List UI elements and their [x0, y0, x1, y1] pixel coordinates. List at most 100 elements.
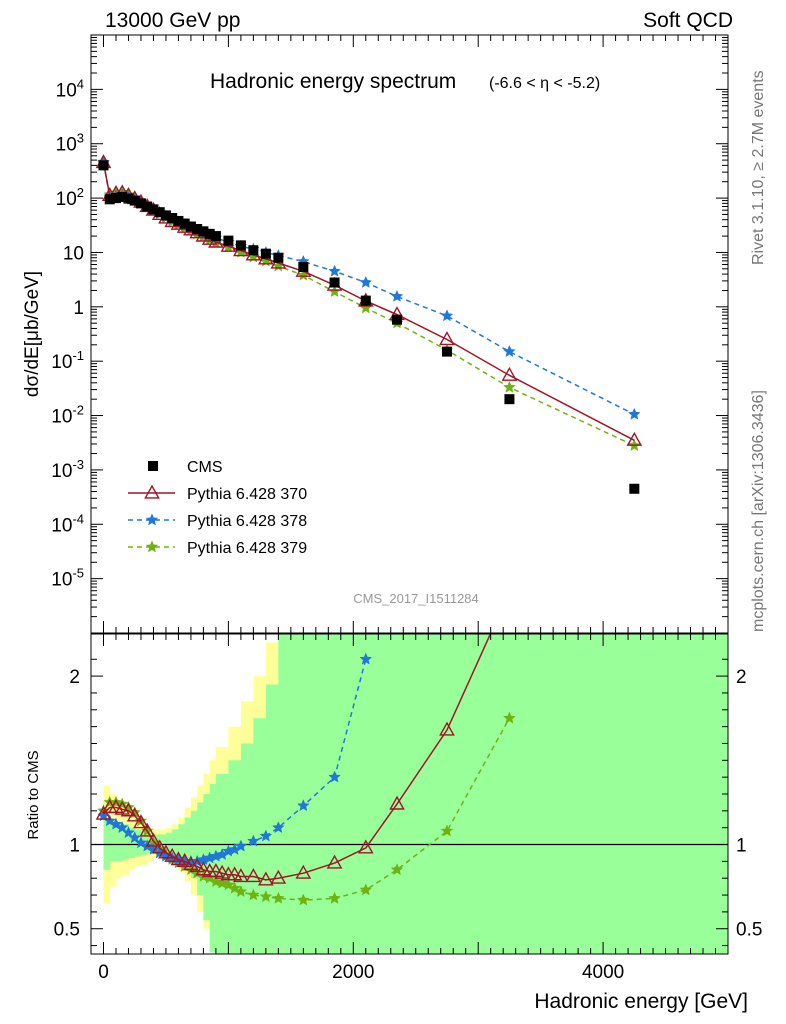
- pythia-379-point: [247, 888, 260, 901]
- pythia-370-point: [389, 795, 405, 810]
- main-panel-frame: [90, 34, 729, 634]
- green-band-bin: [122, 824, 129, 860]
- pythia-379-point: [296, 893, 310, 906]
- cms-point: [260, 248, 271, 259]
- pythia-378-point: [503, 344, 516, 358]
- chart-title: Hadronic energy spectrum: [210, 70, 456, 93]
- pythia-370-point: [501, 366, 518, 381]
- green-band-bin: [184, 817, 192, 869]
- pythia-370-point: [626, 431, 643, 446]
- cms-point: [504, 394, 515, 405]
- pythia-370-point: [164, 847, 181, 862]
- header-left: 13000 GeV pp: [105, 9, 240, 32]
- ratio-bands: [103, 634, 728, 954]
- pythia-370-point: [439, 721, 455, 736]
- pythia-378-point: [234, 839, 248, 852]
- mcplots-label: mcplots.cern.ch [arXiv:1306.3436]: [750, 390, 767, 632]
- pythia-378-point: [296, 799, 310, 812]
- series-line: [102, 162, 635, 416]
- y-tick-label: 10-4: [51, 511, 84, 536]
- green-band-bin: [540, 634, 604, 954]
- pythia-378-point: [328, 770, 341, 783]
- main-panel-axes: 10-5 10-4 10-3 10-2 10-1 1 10 102 103 104: [51, 34, 729, 634]
- pythia-370-point: [151, 839, 168, 854]
- cms-point: [629, 483, 640, 494]
- pythia-370-point: [126, 807, 143, 822]
- cms-point: [129, 195, 140, 206]
- pythia-370-point: [133, 814, 149, 829]
- cms-point: [135, 198, 146, 209]
- green-band-bin: [128, 827, 136, 858]
- cms-point: [441, 346, 452, 357]
- pythia-378-point: [134, 836, 148, 849]
- y-tick-label: 103: [56, 131, 84, 156]
- y-tick-label: 10-2: [51, 403, 84, 428]
- x-tick-label: 4000: [582, 962, 624, 983]
- cms-point: [160, 210, 171, 221]
- pythia-370-point: [176, 852, 193, 867]
- cms-point: [298, 262, 309, 273]
- pythia-370-point: [245, 868, 262, 883]
- cms-point: [204, 228, 215, 239]
- pythia-378-point: [440, 309, 454, 322]
- pythia-379-point: [440, 824, 454, 837]
- pythia-370-point: [158, 844, 174, 859]
- cms-point: [110, 193, 121, 204]
- y-tick-label: 10-1: [51, 348, 84, 373]
- pythia-378-point: [128, 831, 142, 844]
- green-band-bin: [215, 773, 229, 954]
- rivet-label: Rivet 3.1.10, ≥ 2.7M events: [750, 70, 767, 265]
- green-band-bin: [228, 760, 242, 954]
- green-band-bin: [347, 634, 379, 954]
- cms-point: [104, 194, 115, 205]
- green-band-bin: [240, 743, 254, 954]
- green-band-bin: [265, 684, 279, 954]
- green-band-bin: [165, 832, 173, 853]
- cms-point: [98, 160, 109, 171]
- x-tick-label: 0: [98, 962, 109, 983]
- pythia-378-point: [359, 652, 373, 665]
- pythia-379-point: [359, 883, 373, 896]
- chart-title-suffix: (-6.6 < η < -5.2): [489, 75, 600, 92]
- cms-point: [185, 221, 196, 232]
- green-band-bin: [172, 829, 179, 857]
- pythia-378-point: [115, 821, 129, 834]
- ratio-y-tick-label-right: 2: [736, 667, 747, 688]
- legend-label: Pythia 6.428 379: [187, 540, 307, 557]
- pythia-378-point: [627, 407, 641, 420]
- y-tick-label: 1: [73, 298, 84, 319]
- cms-point: [223, 235, 234, 246]
- pythia-378-point: [247, 834, 260, 847]
- cms-point: [154, 207, 165, 218]
- legend-label: Pythia 6.428 378: [187, 513, 307, 530]
- pythia-378-point: [390, 289, 404, 302]
- cms-point: [148, 204, 159, 215]
- green-band-bin: [478, 634, 542, 954]
- y-tick-label: 10-5: [51, 566, 84, 591]
- green-band-bin: [603, 634, 728, 954]
- analysis-tag: CMS_2017_I1511284: [353, 591, 479, 606]
- green-band-bin: [115, 822, 123, 862]
- legend-label: CMS: [187, 459, 223, 476]
- green-band-bin: [159, 834, 167, 852]
- cms-point: [360, 295, 371, 306]
- y-tick-label: 10: [63, 243, 84, 264]
- pythia-370-point: [295, 864, 312, 879]
- pythia-378-point: [109, 817, 123, 830]
- cms-point: [179, 218, 190, 229]
- green-band-bin: [278, 634, 292, 954]
- ratio-y-tick-label-left: 1: [69, 836, 80, 857]
- pythia-370-point: [145, 832, 162, 847]
- pythia-378-point: [259, 829, 273, 842]
- legend-star-marker: [145, 513, 159, 526]
- pythia-370-point: [326, 854, 343, 869]
- cms-point: [392, 314, 403, 325]
- pythia-379-point: [503, 711, 516, 724]
- y-axis-label-top: dσ/dE[μb/GeV]: [22, 271, 43, 397]
- pythia-370-point: [95, 805, 112, 820]
- pythia-379-point: [503, 380, 516, 393]
- pythia-378-point: [328, 264, 341, 277]
- ratio-y-tick-label-right: 0.5: [736, 920, 762, 941]
- pythia-379-point: [328, 891, 341, 904]
